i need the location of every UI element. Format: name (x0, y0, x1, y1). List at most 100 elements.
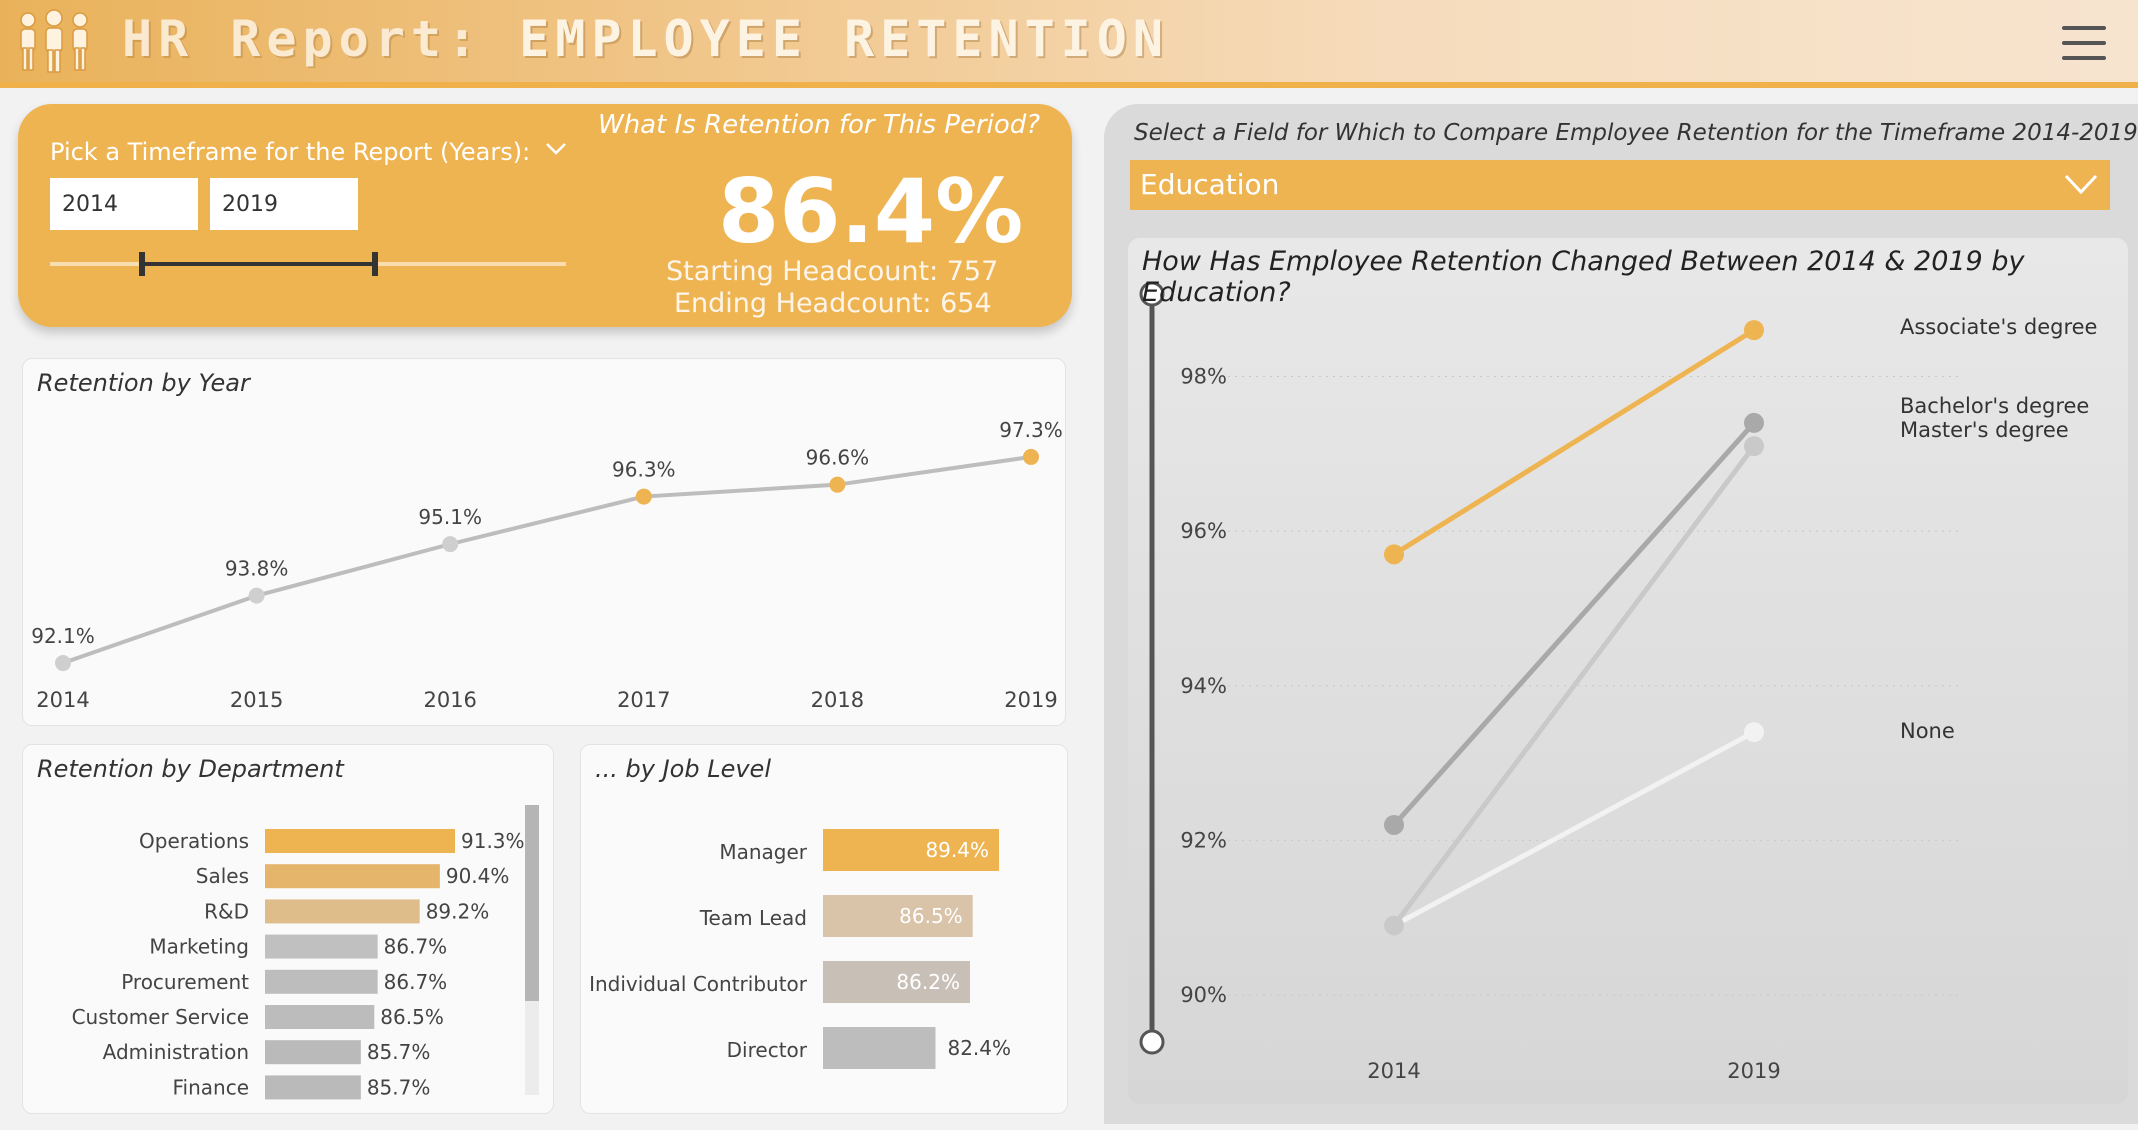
slope-chart-title: How Has Employee Retention Changed Betwe… (1142, 246, 2025, 308)
job-level-label: Individual Contributor (589, 972, 808, 996)
end-year-input[interactable] (210, 178, 358, 230)
series-point (1744, 412, 1764, 433)
department-label: Procurement (121, 970, 249, 994)
y-tick-label: 92% (1180, 828, 1227, 852)
page-title: HR Report: EMPLOYEE RETENTION (122, 10, 1169, 68)
year-point (635, 488, 652, 505)
job-level-bar (823, 1027, 936, 1069)
retention-value: 86.4% (718, 160, 1024, 263)
department-bar (265, 1005, 375, 1029)
job-level-label: Team Lead (699, 906, 807, 930)
series-label: Bachelor's degree (1900, 394, 2089, 418)
y-tick-label: 90% (1180, 983, 1227, 1007)
y-tick-label: 94% (1180, 674, 1227, 698)
chevron-down-icon[interactable] (543, 136, 569, 162)
retention-period-card: Pick a Timeframe for the Report (Years):… (18, 104, 1072, 327)
series-point (1384, 915, 1404, 936)
retention-by-job-level-card: ... by Job Level Manager 89.4% Team Lead 86… (580, 744, 1068, 1114)
series-line (1392, 444, 1756, 927)
job-level-bar (823, 829, 999, 871)
year-point (55, 655, 71, 672)
department-label: Operations (139, 829, 249, 853)
retention-by-department-title: Retention by Department (37, 755, 344, 783)
compare-instruction: Select a Field for Which to Compare Empl… (1134, 120, 2138, 146)
start-year-input[interactable] (50, 178, 198, 230)
x-tick-label: 2019 (1727, 1059, 1780, 1083)
field-dropdown[interactable]: Education (1130, 160, 2110, 210)
series-point (1744, 320, 1764, 341)
starting-headcount: Starting Headcount: 757 (666, 256, 999, 287)
field-dropdown-value: Education (1140, 168, 1280, 201)
series-label: Master's degree (1900, 418, 2069, 442)
comparison-panel: Select a Field for Which to Compare Empl… (1104, 104, 2138, 1124)
year-tick-label: 2018 (811, 688, 864, 712)
department-label: Administration (103, 1040, 249, 1064)
series-point (1384, 544, 1404, 565)
retention-by-year-card: Retention by Year 92.1% 2014 93.8% 2015 95.1… (22, 358, 1066, 726)
department-bar (265, 1075, 361, 1100)
department-value: 86.5% (380, 1005, 444, 1029)
year-range-slider[interactable] (50, 252, 566, 276)
year-tick-label: 2016 (423, 688, 476, 712)
year-point (442, 536, 459, 553)
year-data-label: 96.3% (612, 458, 676, 482)
year-tick-label: 2015 (230, 688, 283, 712)
year-tick-label: 2017 (617, 688, 670, 712)
department-value: 86.7% (384, 935, 448, 959)
job-level-value: 82.4% (947, 1036, 1011, 1060)
department-bar (265, 1040, 361, 1065)
slider-start-handle[interactable] (139, 252, 145, 276)
retention-by-job-level-title: ... by Job Level (595, 755, 771, 783)
y-tick-label: 98% (1180, 365, 1227, 389)
department-value: 91.3% (461, 829, 525, 853)
job-level-value: 86.5% (899, 904, 963, 928)
chevron-down-icon (2064, 174, 2098, 195)
range-handle-bottom (1139, 1029, 1165, 1055)
department-label: R&D (204, 899, 249, 923)
year-data-label: 97.3% (999, 418, 1063, 442)
education-slope-chart-card: How Has Employee Retention Changed Betwe… (1128, 238, 2128, 1104)
hamburger-menu-icon[interactable] (2062, 26, 2106, 66)
department-value: 85.7% (367, 1075, 431, 1099)
job-level-bar (823, 895, 973, 937)
department-bar (265, 969, 378, 994)
retention-question: What Is Retention for This Period? (598, 110, 1041, 140)
retention-by-job-level-chart: Manager 89.4% Team Lead 86.5% Individual Con… (589, 829, 1011, 1069)
year-data-label: 93.8% (225, 557, 289, 581)
year-point (1023, 448, 1039, 465)
series-point (1744, 436, 1764, 457)
x-tick-label: 2014 (1367, 1059, 1420, 1083)
department-value: 89.2% (426, 899, 490, 923)
job-level-bar (823, 961, 970, 1003)
ending-headcount: Ending Headcount: 654 (674, 288, 992, 319)
series-label: None (1900, 719, 1955, 743)
department-bar (265, 864, 440, 889)
people-group-icon (20, 9, 88, 73)
department-label: Finance (172, 1075, 249, 1099)
slider-end-handle[interactable] (372, 252, 378, 276)
retention-line (62, 454, 1032, 665)
year-data-label: 96.6% (806, 446, 870, 470)
series-line (1392, 421, 1756, 827)
year-data-label: 95.1% (418, 505, 482, 529)
department-value: 90.4% (446, 864, 510, 888)
year-point (829, 476, 846, 493)
y-tick-label: 96% (1180, 519, 1227, 543)
job-level-label: Manager (719, 840, 807, 864)
timeframe-label: Pick a Timeframe for the Report (Years): (50, 138, 531, 166)
year-tick-label: 2014 (36, 688, 89, 712)
department-scrollbar[interactable] (525, 805, 539, 1095)
job-level-label: Director (727, 1038, 808, 1062)
page-title-prefix: HR Report: (122, 10, 484, 68)
department-label: Sales (196, 864, 249, 888)
retention-by-year-title: Retention by Year (37, 369, 250, 397)
job-level-value: 89.4% (925, 838, 989, 862)
header-bar: HR Report: EMPLOYEE RETENTION (0, 0, 2138, 88)
retention-by-department-card: Retention by Department Operations 91.3% S… (22, 744, 554, 1114)
retention-by-department-chart: Operations 91.3% Sales 90.4% R&D 89.2% Marketi… (72, 829, 525, 1100)
series-point (1744, 722, 1764, 743)
department-label: Customer Service (72, 1005, 249, 1029)
department-value: 85.7% (367, 1040, 431, 1064)
department-bar (265, 829, 455, 853)
retention-by-year-chart: 92.1% 2014 93.8% 2015 95.1% 2016 96.3% 2017 96.6… (31, 418, 1063, 712)
